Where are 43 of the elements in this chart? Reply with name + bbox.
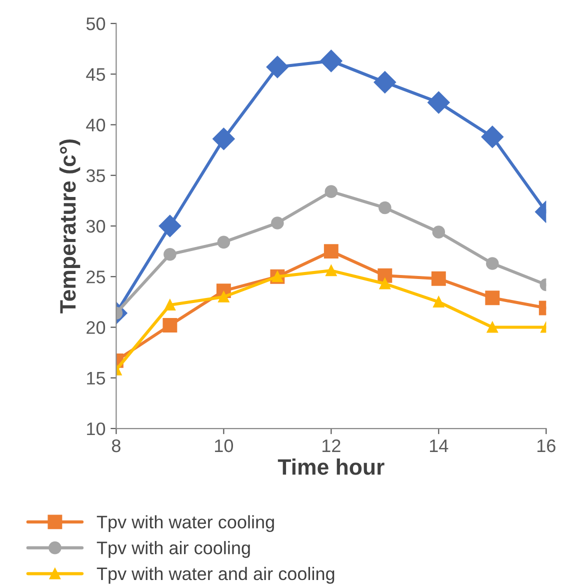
y-tick-label: 35 xyxy=(86,169,106,182)
point xyxy=(162,318,178,332)
point xyxy=(481,126,504,148)
point xyxy=(158,214,182,238)
point xyxy=(485,290,500,306)
legend-label: Tpv with air cooling xyxy=(96,541,250,558)
point xyxy=(432,226,446,238)
point xyxy=(271,216,284,230)
y-axis-title: Temperature (c°) xyxy=(59,139,80,314)
y-tick-label: 45 xyxy=(86,68,106,81)
y-tick-label: 20 xyxy=(86,321,106,334)
x-tick-label: 12 xyxy=(322,439,340,452)
x-tick-label: 14 xyxy=(430,440,448,452)
point xyxy=(486,257,499,270)
point xyxy=(486,322,498,333)
y-tick-label: 40 xyxy=(86,118,106,132)
point xyxy=(266,56,289,78)
y-tick-label: 50 xyxy=(86,17,106,30)
point xyxy=(164,299,176,311)
point xyxy=(326,264,337,276)
x-axis-title: Time hour xyxy=(278,458,384,475)
point xyxy=(379,278,390,290)
legend-label: Tpv with water and air cooling xyxy=(96,566,334,584)
y-tick-label: 15 xyxy=(87,372,106,385)
point xyxy=(218,291,230,302)
point xyxy=(320,50,342,72)
y-tick-label: 30 xyxy=(86,220,106,233)
point xyxy=(378,201,392,214)
point xyxy=(164,248,176,261)
y-tick-label: 25 xyxy=(86,270,106,284)
x-tick-label: 10 xyxy=(215,439,234,452)
point xyxy=(324,244,338,259)
legend-label: Tpv with water cooling xyxy=(96,515,274,532)
point xyxy=(433,296,444,308)
point xyxy=(217,236,230,249)
point xyxy=(324,185,338,198)
x-tick-label: 8 xyxy=(112,439,120,452)
point xyxy=(428,91,450,114)
y-tick-label: 10 xyxy=(87,422,106,436)
point xyxy=(431,271,446,286)
point xyxy=(212,128,235,150)
point xyxy=(374,71,396,94)
x-tick-label: 16 xyxy=(537,439,556,452)
